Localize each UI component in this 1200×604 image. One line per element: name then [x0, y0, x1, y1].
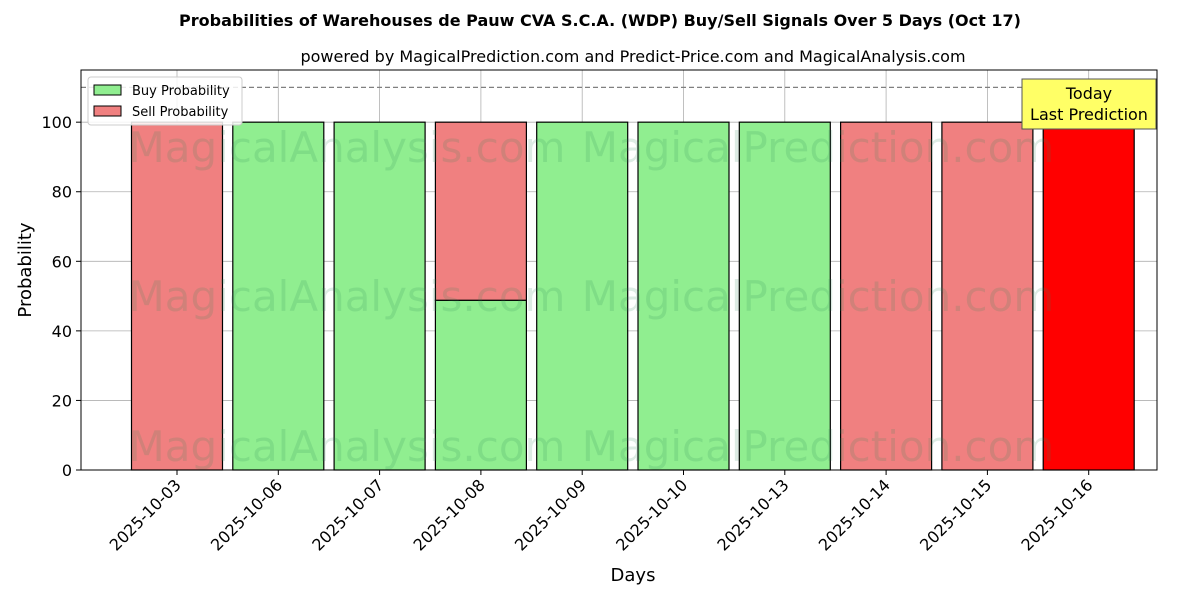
- legend-label: Buy Probability: [132, 84, 230, 99]
- watermark-text: MagicalPrediction.com: [582, 123, 1055, 172]
- x-axis-label: Days: [611, 565, 656, 586]
- watermark-text: MagicalAnalysis.com: [129, 272, 566, 321]
- watermark-text: MagicalAnalysis.com: [129, 123, 566, 172]
- watermark-text: MagicalPrediction.com: [582, 272, 1055, 321]
- watermarks: MagicalAnalysis.com MagicalPrediction.com…: [129, 123, 1055, 471]
- y-axis-label: Probability: [15, 222, 36, 317]
- x-tick-label: 2025-10-06: [207, 475, 286, 554]
- y-tick-label: 40: [52, 322, 72, 341]
- sell-bar: [1042, 121, 1135, 471]
- chart-title: Probabilities of Warehouses de Pauw CVA …: [179, 11, 1021, 30]
- x-tick-label: 2025-10-13: [713, 475, 792, 554]
- annotation-box: [1021, 78, 1157, 130]
- chart-subtitle: powered by MagicalPrediction.com and Pre…: [300, 47, 965, 66]
- legend: Buy Probability Sell Probability: [87, 76, 243, 126]
- y-tick-label: 0: [62, 461, 72, 480]
- annotation-text: Today: [1065, 84, 1112, 103]
- watermark-text: MagicalPrediction.com: [582, 422, 1055, 471]
- buy-bar: [434, 299, 527, 471]
- x-axis: 2025-10-03 2025-10-06 2025-10-07 2025-10-08…: [106, 470, 1097, 555]
- plot-frame: [80, 69, 1158, 471]
- y-tick-label: 100: [41, 113, 72, 132]
- watermark-text: MagicalAnalysis.com: [129, 422, 566, 471]
- x-tick-label: 2025-10-07: [308, 475, 387, 554]
- x-tick-label: 2025-10-14: [815, 475, 894, 554]
- buy-bar: [637, 121, 730, 471]
- legend-swatch: [93, 105, 122, 117]
- annotation-text: Last Prediction: [1030, 105, 1148, 124]
- x-tick-label: 2025-10-03: [106, 475, 185, 554]
- sell-bar: [130, 121, 224, 471]
- legend-label: Sell Probability: [132, 105, 229, 120]
- bars: [130, 121, 1135, 471]
- y-tick-label: 80: [52, 183, 72, 202]
- y-axis: 0 20 40 60 80 100: [41, 113, 81, 480]
- sell-bar: [839, 121, 933, 471]
- sell-bar: [434, 121, 527, 301]
- today-annotation: Today Last Prediction: [1021, 78, 1157, 130]
- legend-box: [87, 76, 243, 126]
- buy-bar: [536, 121, 629, 471]
- x-tick-label: 2025-10-09: [511, 475, 590, 554]
- x-tick-label: 2025-10-10: [612, 475, 691, 554]
- sell-bar: [941, 121, 1034, 471]
- x-tick-label: 2025-10-08: [410, 475, 489, 554]
- x-tick-label: 2025-10-15: [916, 475, 995, 554]
- y-tick-label: 60: [52, 252, 72, 271]
- x-tick-label: 2025-10-16: [1017, 475, 1096, 554]
- legend-swatch: [93, 84, 122, 96]
- y-tick-label: 20: [52, 391, 72, 410]
